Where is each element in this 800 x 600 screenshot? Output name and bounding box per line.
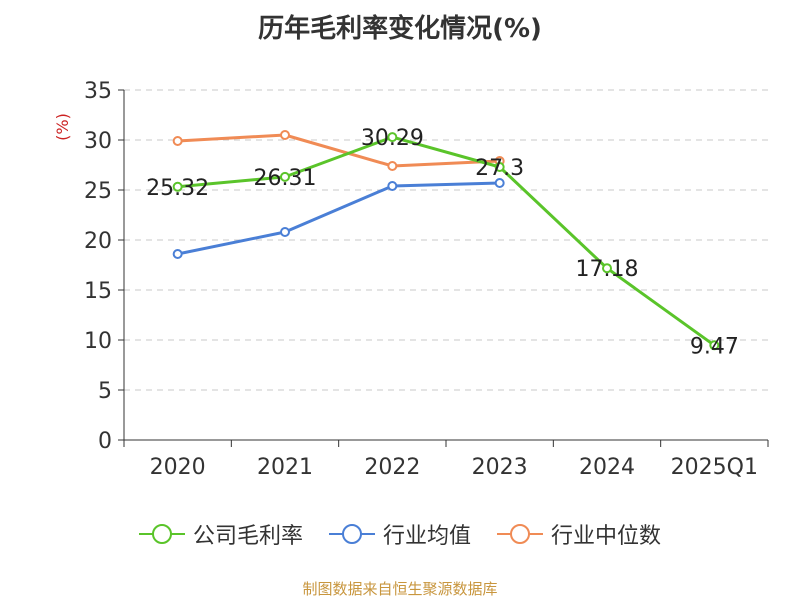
data-point	[709, 340, 720, 351]
y-tick-label: 20	[84, 229, 112, 254]
data-point	[172, 181, 183, 192]
series-line	[177, 135, 716, 347]
data-point	[387, 181, 398, 191]
legend-label: 行业均值	[382, 524, 471, 549]
y-tick-label: 10	[84, 329, 112, 354]
y-axis-unit: (%)	[53, 113, 72, 141]
data-point	[387, 132, 398, 143]
data-point	[494, 178, 505, 188]
x-tick-label: 2022	[364, 455, 420, 480]
data-label: 30.29	[361, 126, 424, 151]
legend-item[interactable]: 行业均值	[328, 518, 471, 550]
legend-label: 公司毛利率	[192, 524, 303, 549]
data-label: 25.32	[146, 176, 209, 201]
axes: 0 5 10 15 20 25 30 35 2020 2021 2022 2023 2024 2025Q1	[84, 79, 769, 480]
chart-title: 历年毛利率变化情况(%)	[258, 14, 542, 44]
data-point	[280, 130, 290, 140]
data-point	[387, 161, 398, 171]
y-tick-label: 30	[84, 129, 112, 154]
series-line	[177, 181, 500, 256]
data-label: 17.18	[576, 257, 639, 282]
legend-marker-icon	[497, 524, 543, 544]
data-point	[172, 249, 183, 259]
legend: 公司毛利率 行业均值 行业中位数	[0, 518, 800, 550]
legend-item[interactable]: 行业中位数	[497, 518, 661, 550]
data-labels: 25.32 26.31 30.29 27.3 17.18 9.47	[146, 126, 739, 359]
source-note: 制图数据来自恒生聚源数据库	[302, 580, 498, 598]
x-tick-label: 2025Q1	[671, 455, 758, 480]
data-label: 26.31	[254, 166, 317, 191]
data-point	[280, 227, 290, 237]
legend-label: 行业中位数	[551, 524, 662, 549]
series-lines	[172, 130, 720, 351]
y-tick-label: 5	[98, 379, 112, 404]
x-tick-label: 2023	[472, 455, 528, 480]
gridlines	[124, 89, 768, 391]
series-line	[177, 133, 500, 168]
x-tick-label: 2021	[257, 455, 313, 480]
data-point	[602, 263, 612, 274]
y-tick-label: 35	[84, 79, 112, 104]
data-label: 27.3	[475, 156, 524, 181]
data-point	[494, 162, 505, 172]
x-tick-label: 2020	[150, 455, 206, 480]
x-tick-label: 2024	[579, 455, 635, 480]
data-label: 9.47	[690, 334, 739, 359]
y-tick-label: 15	[84, 279, 112, 304]
y-tick-label: 0	[98, 429, 112, 454]
data-point	[280, 171, 290, 182]
y-tick-label: 25	[84, 179, 112, 204]
data-point	[172, 136, 183, 146]
legend-marker-icon	[138, 524, 185, 544]
legend-marker-icon	[328, 524, 375, 544]
legend-item[interactable]: 公司毛利率	[138, 518, 303, 550]
